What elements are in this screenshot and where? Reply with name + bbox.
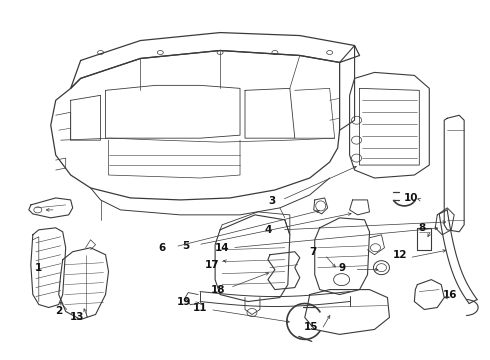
Text: 6: 6 bbox=[159, 243, 166, 253]
Text: 17: 17 bbox=[205, 260, 220, 270]
Text: 7: 7 bbox=[309, 247, 317, 257]
Text: 3: 3 bbox=[268, 196, 275, 206]
Text: 14: 14 bbox=[215, 243, 229, 253]
Text: 12: 12 bbox=[393, 250, 408, 260]
Text: 15: 15 bbox=[303, 323, 318, 332]
Text: 13: 13 bbox=[70, 312, 84, 323]
Text: 9: 9 bbox=[338, 263, 345, 273]
Text: 1: 1 bbox=[35, 263, 43, 273]
Text: 5: 5 bbox=[183, 241, 190, 251]
Text: 19: 19 bbox=[177, 297, 192, 306]
Text: 18: 18 bbox=[211, 284, 225, 294]
Text: 8: 8 bbox=[418, 223, 426, 233]
Text: 16: 16 bbox=[443, 289, 458, 300]
Text: 4: 4 bbox=[264, 225, 271, 235]
Text: 11: 11 bbox=[193, 302, 207, 312]
Text: 2: 2 bbox=[55, 306, 62, 316]
Text: 10: 10 bbox=[404, 193, 418, 203]
